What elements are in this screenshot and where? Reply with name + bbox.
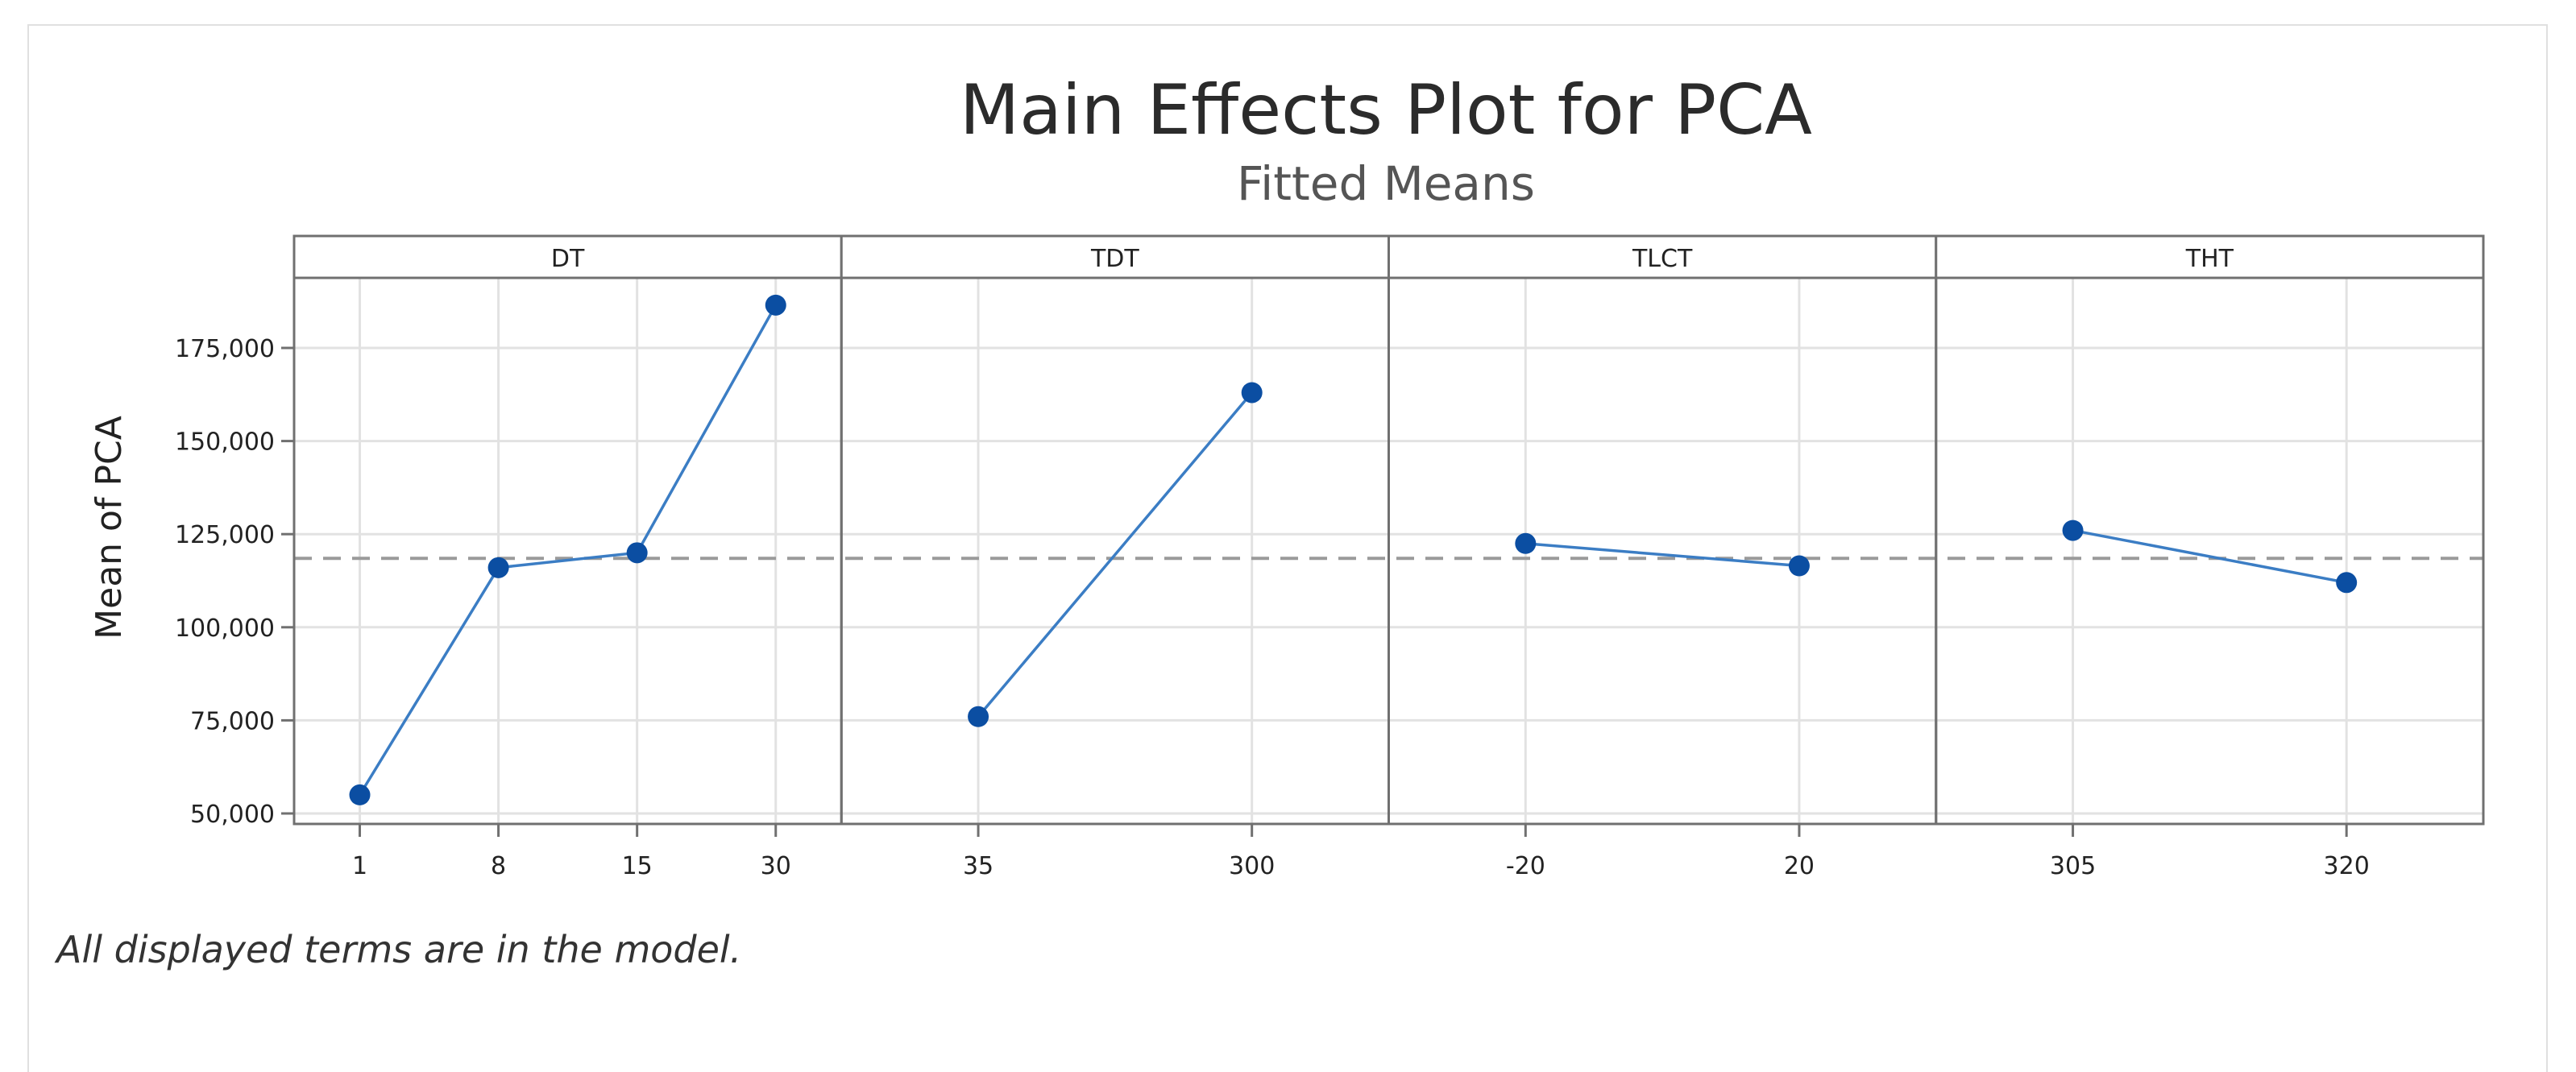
panel-border (840, 276, 1390, 826)
y-tick-label: 125,000 (175, 521, 275, 549)
y-axis-label: Mean of PCA (89, 416, 130, 639)
x-tick-label: 305 (2050, 852, 2096, 880)
panel-strip (1388, 234, 1938, 279)
series-line-dt (359, 304, 778, 796)
x-tick-label: 300 (1229, 852, 1275, 880)
x-tick-label: 8 (491, 852, 506, 880)
data-point (487, 557, 509, 578)
data-point (349, 784, 371, 805)
x-tick-label: 20 (1784, 852, 1815, 880)
x-tick-label: 1 (352, 852, 367, 880)
data-point (1788, 555, 1810, 577)
panel-border (1935, 276, 2485, 826)
data-point (2062, 519, 2084, 541)
panel-strip-label: TDT (1090, 245, 1139, 273)
series-line-tlct (1525, 542, 1800, 568)
chart-frame (27, 24, 2548, 1072)
chart-title: Main Effects Plot for PCA (960, 70, 1812, 151)
data-point (968, 706, 989, 727)
panel-strip-label: TLCT (1632, 245, 1693, 273)
x-tick-label: 320 (2324, 852, 2370, 880)
x-tick-label: 15 (622, 852, 653, 880)
data-point (765, 294, 786, 316)
y-tick-label: 100,000 (175, 615, 275, 643)
chart-subtitle: Fitted Means (1237, 156, 1535, 211)
y-tick-label: 175,000 (175, 335, 275, 363)
series-line-tht (2072, 528, 2347, 585)
footnote: All displayed terms are in the model. (54, 928, 741, 971)
data-point (1515, 532, 1537, 554)
panel-strip-label: THT (2185, 245, 2234, 273)
y-tick-label: 50,000 (190, 801, 275, 829)
series-line-tdt (977, 391, 1254, 718)
panel-strip-label: DT (551, 245, 585, 273)
x-tick-label: 35 (963, 852, 993, 880)
x-tick-label: 30 (761, 852, 791, 880)
data-point (1241, 382, 1263, 404)
y-tick-label: 150,000 (175, 428, 275, 457)
x-tick-label: -20 (1506, 852, 1545, 880)
panel-strip (840, 234, 1390, 279)
panel-border (1388, 276, 1938, 826)
data-point (626, 542, 648, 564)
data-point (2336, 572, 2358, 594)
panel-border (292, 276, 843, 826)
y-tick-label: 75,000 (190, 707, 275, 735)
